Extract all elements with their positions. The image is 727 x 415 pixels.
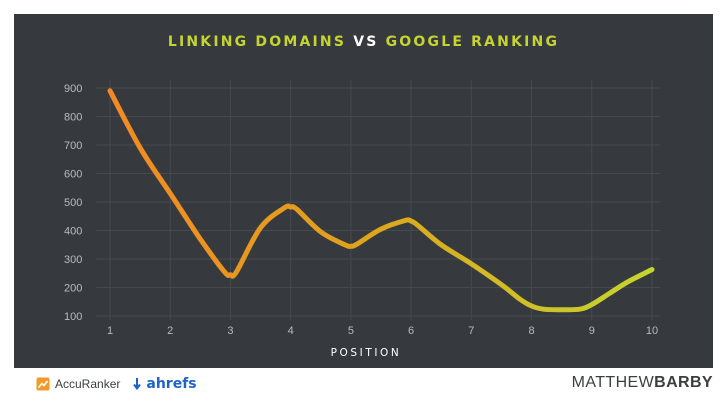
x-tick-label: 7 [468, 325, 474, 337]
x-axis: 1 2 3 4 5 6 7 8 9 10 [107, 325, 658, 337]
x-tick-label: 1 [107, 325, 113, 337]
title-part-3: GOOGLE RANKING [385, 34, 560, 50]
y-tick-label: 800 [64, 112, 82, 124]
y-tick-label: 600 [64, 169, 82, 181]
y-tick-label: 200 [64, 283, 82, 295]
author-brand: MATTHEWBARBY [572, 374, 713, 392]
accuranker-logo-icon [36, 377, 50, 391]
x-tick-label: 3 [227, 325, 233, 337]
x-tick-label: 10 [646, 325, 658, 337]
x-axis-label: POSITION [331, 347, 402, 359]
ahrefs-logo-icon [133, 378, 142, 391]
x-tick-label: 6 [408, 325, 414, 337]
y-axis: 900 800 700 600 500 400 300 200 100 [64, 83, 82, 323]
x-tick-label: 5 [348, 325, 354, 337]
x-tick-label: 8 [528, 325, 534, 337]
series-line [107, 88, 655, 313]
author-first-name: MATTHEW [571, 374, 655, 391]
footer-left: AccuRanker ahrefs [36, 375, 197, 393]
y-tick-label: 500 [64, 197, 82, 209]
ahrefs-name: ahrefs [146, 376, 197, 392]
accuranker-name: AccuRanker [55, 377, 121, 391]
x-tick-label: 4 [288, 325, 294, 337]
y-tick-label: 300 [64, 254, 82, 266]
chart-grid [96, 80, 660, 320]
y-tick-label: 100 [64, 311, 82, 323]
y-tick-label: 400 [64, 226, 82, 238]
author-last-name: BARBY [654, 374, 713, 391]
x-tick-label: 9 [589, 325, 595, 337]
y-tick-label: 700 [64, 140, 82, 152]
chart-panel: LINKING DOMAINS VS GOOGLE RANKING 900 800… [14, 14, 713, 368]
chart-title: LINKING DOMAINS VS GOOGLE RANKING [14, 34, 713, 50]
title-part-1: LINKING DOMAINS [167, 34, 347, 50]
title-part-2: VS [353, 34, 379, 50]
x-tick-label: 2 [167, 325, 173, 337]
y-tick-label: 900 [64, 83, 82, 95]
